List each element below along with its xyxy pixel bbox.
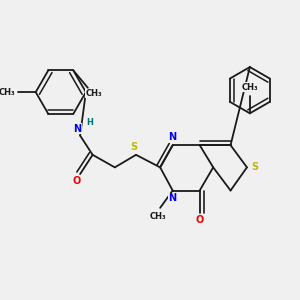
Text: N: N bbox=[169, 133, 177, 142]
Text: N: N bbox=[169, 193, 177, 203]
Text: CH₃: CH₃ bbox=[0, 88, 15, 97]
Text: S: S bbox=[251, 162, 258, 172]
Text: CH₃: CH₃ bbox=[242, 83, 258, 92]
Text: N: N bbox=[73, 124, 81, 134]
Text: S: S bbox=[130, 142, 138, 152]
Text: CH₃: CH₃ bbox=[85, 89, 102, 98]
Text: H: H bbox=[86, 118, 93, 127]
Text: O: O bbox=[72, 176, 80, 186]
Text: O: O bbox=[196, 215, 204, 225]
Text: CH₃: CH₃ bbox=[150, 212, 166, 221]
